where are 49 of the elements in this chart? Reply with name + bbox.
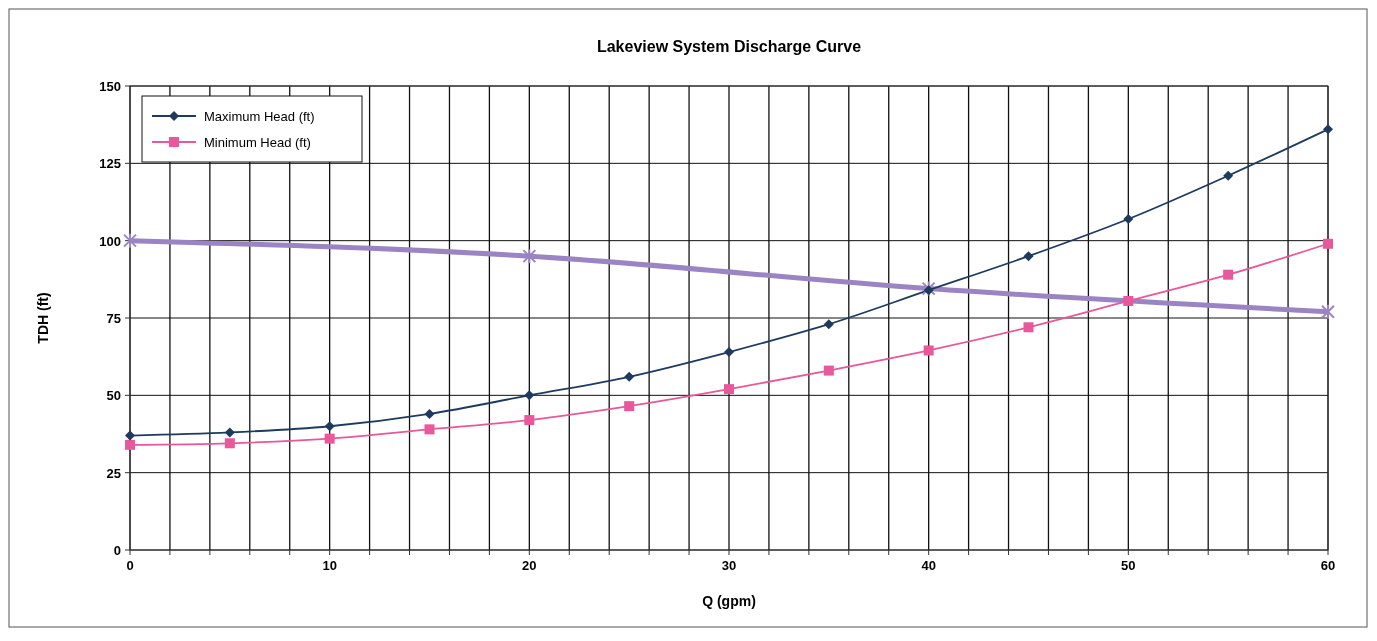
x-axis-title: Q (gpm) [702,593,756,609]
chart-title: Lakeview System Discharge Curve [596,38,862,55]
legend-label: Maximum Head (ft) [204,109,315,124]
point [123,232,137,249]
point [1323,238,1333,249]
y-axis-title: TDH (ft) [35,292,51,344]
point [1123,295,1134,306]
point [724,347,734,358]
point [1321,303,1335,320]
y-tick-label: 150 [99,79,121,94]
point [324,421,335,432]
point [424,424,435,435]
point [1223,170,1234,181]
point [624,401,635,412]
point [823,319,834,330]
point [923,285,934,296]
point [1023,322,1034,333]
point [125,439,135,450]
point [524,390,535,401]
x-tick-label: 40 [921,558,936,573]
point [1323,124,1333,135]
point [624,371,635,382]
point [522,248,537,265]
point [823,365,834,376]
point [424,408,435,419]
y-tick-label: 50 [106,388,121,404]
x-tick-label: 0 [126,558,134,573]
point [524,415,535,426]
point [1023,251,1034,262]
y-tick-label: 25 [106,465,121,481]
point [224,427,235,438]
x-tick-label: 60 [1320,558,1336,573]
x-tick-label: 30 [721,558,737,573]
x-tick-label: 50 [1121,558,1136,573]
point [724,384,734,395]
point [1123,214,1134,225]
y-tick-label: 100 [99,233,121,249]
y-tick-label: 0 [113,543,121,558]
point [921,280,936,297]
y-tick-label: 75 [106,311,121,326]
point [125,430,135,441]
point [324,433,335,444]
x-tick-label: 10 [322,558,337,573]
point [923,345,934,356]
point [224,438,235,449]
x-tick-label: 20 [522,558,537,573]
y-tick-label: 125 [99,156,121,172]
point [1223,269,1234,280]
legend-label: Minimum Head (ft) [204,135,311,150]
